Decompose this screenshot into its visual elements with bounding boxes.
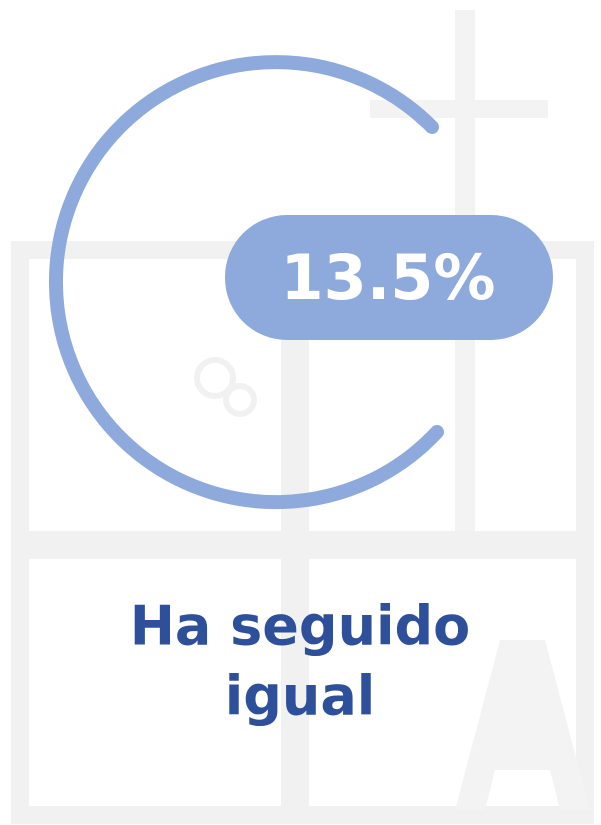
caption-line: Ha seguido bbox=[130, 595, 471, 658]
stat-value: 13.5% bbox=[280, 241, 495, 314]
infographic: 13.5% Ha seguido igual bbox=[0, 0, 601, 825]
caption-line: igual bbox=[225, 665, 376, 728]
